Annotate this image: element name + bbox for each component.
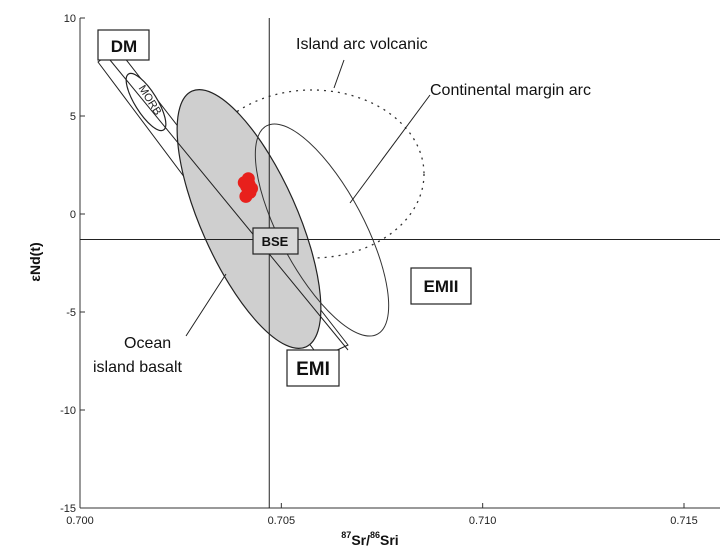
- oib-label-line2: island basalt: [93, 359, 183, 376]
- y-tick-label: 10: [64, 13, 76, 25]
- sample-point: [239, 189, 253, 203]
- sample-point: [242, 178, 256, 192]
- ocean-island-basalt-field: [176, 89, 322, 349]
- ticks-layer: 10 5 0 -5 -10 -150.700 0.705 0.710 0.715: [60, 13, 698, 527]
- y-tick-label: 0: [70, 209, 76, 221]
- emii-label: EMII: [424, 277, 459, 296]
- oib-leader: [185, 273, 227, 337]
- x-tick-label: 0.710: [469, 515, 497, 527]
- x-tick-label: 0.705: [268, 515, 296, 527]
- continental-arc-leader: [349, 94, 431, 204]
- island-arc-leader: [333, 59, 345, 89]
- y-tick-label: -15: [60, 503, 76, 515]
- dm-box: [97, 29, 150, 61]
- oib-label-line1: Ocean: [124, 335, 171, 352]
- bse-label: BSE: [262, 234, 289, 249]
- x-tick-label: 0.715: [670, 515, 698, 527]
- dm-emi-line: [109, 59, 349, 351]
- x-axis-title: 87Sr/86Sri: [341, 530, 398, 548]
- y-tick-label: -5: [66, 307, 76, 319]
- island-arc-label: Island arc volcanic: [296, 36, 428, 53]
- samples-layer: [237, 172, 259, 203]
- dm-label: DM: [111, 37, 137, 56]
- y-tick-label: -10: [60, 405, 76, 417]
- emii-box: [410, 267, 472, 305]
- continental-arc-label: Continental margin arc: [430, 82, 591, 99]
- emi-box: [286, 349, 340, 387]
- x-tick-label: 0.700: [66, 515, 94, 527]
- y-tick-label: 5: [70, 111, 76, 123]
- y-axis-title: εNd(t): [27, 242, 43, 281]
- bse-box: [252, 227, 299, 255]
- emi-label: EMI: [296, 359, 330, 380]
